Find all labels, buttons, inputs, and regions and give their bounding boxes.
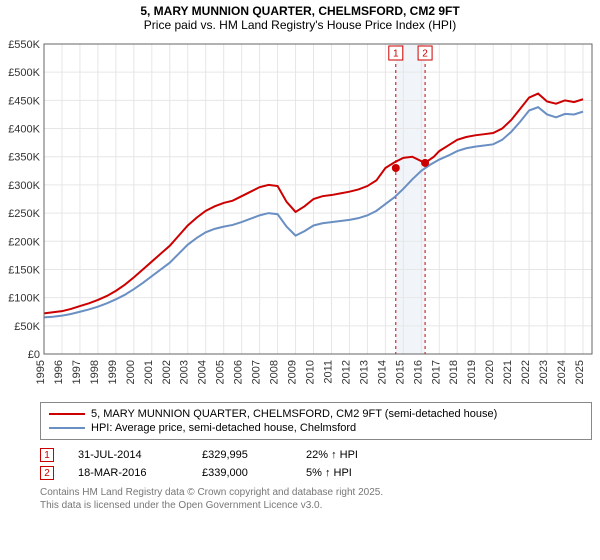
footer: Contains HM Land Registry data © Crown c… bbox=[40, 486, 592, 512]
svg-text:2009: 2009 bbox=[287, 360, 299, 384]
svg-text:£250K: £250K bbox=[8, 208, 40, 220]
legend-label: 5, MARY MUNNION QUARTER, CHELMSFORD, CM2… bbox=[91, 408, 497, 420]
svg-text:2023: 2023 bbox=[538, 360, 550, 384]
chart-subtitle: Price paid vs. HM Land Registry's House … bbox=[0, 18, 600, 36]
svg-text:2025: 2025 bbox=[574, 360, 586, 384]
svg-text:2015: 2015 bbox=[394, 360, 406, 384]
svg-text:£550K: £550K bbox=[8, 39, 40, 51]
sales-row: 2 18-MAR-2016 £339,000 5% ↑ HPI bbox=[40, 464, 592, 482]
svg-text:£350K: £350K bbox=[8, 152, 40, 164]
sale-marker-dot bbox=[392, 164, 400, 172]
svg-text:£400K: £400K bbox=[8, 124, 40, 136]
svg-text:2022: 2022 bbox=[520, 360, 532, 384]
svg-text:£150K: £150K bbox=[8, 264, 40, 276]
footer-line-1: Contains HM Land Registry data © Crown c… bbox=[40, 486, 592, 499]
svg-text:2004: 2004 bbox=[197, 360, 209, 384]
svg-text:1995: 1995 bbox=[35, 360, 47, 384]
svg-text:2: 2 bbox=[422, 49, 428, 60]
svg-text:2013: 2013 bbox=[358, 360, 370, 384]
svg-text:2018: 2018 bbox=[448, 360, 460, 384]
svg-text:2011: 2011 bbox=[322, 360, 334, 384]
svg-text:£200K: £200K bbox=[8, 236, 40, 248]
svg-text:£500K: £500K bbox=[8, 67, 40, 79]
svg-text:£0: £0 bbox=[28, 349, 40, 361]
svg-text:2001: 2001 bbox=[143, 360, 155, 384]
sale-delta: 22% ↑ HPI bbox=[306, 449, 358, 461]
sales-table: 1 31-JUL-2014 £329,995 22% ↑ HPI 2 18-MAR-201… bbox=[40, 446, 592, 482]
svg-text:2014: 2014 bbox=[376, 360, 388, 384]
svg-text:1997: 1997 bbox=[71, 360, 83, 384]
sales-marker: 1 bbox=[40, 448, 54, 462]
svg-text:2021: 2021 bbox=[502, 360, 514, 384]
chart-area: £0 £50K £100K £150K £200K £250K £300K £350K £400… bbox=[0, 36, 600, 396]
svg-text:1999: 1999 bbox=[107, 360, 119, 384]
svg-text:£50K: £50K bbox=[14, 321, 40, 333]
sale-delta: 5% ↑ HPI bbox=[306, 467, 352, 479]
svg-text:2012: 2012 bbox=[340, 360, 352, 384]
sale-price: £339,000 bbox=[202, 467, 282, 479]
line-chart: £0 £50K £100K £150K £200K £250K £300K £350K £400… bbox=[0, 36, 600, 396]
svg-text:2024: 2024 bbox=[556, 360, 568, 384]
svg-text:2017: 2017 bbox=[430, 360, 442, 384]
svg-text:2003: 2003 bbox=[179, 360, 191, 384]
svg-text:2019: 2019 bbox=[466, 360, 478, 384]
svg-text:1996: 1996 bbox=[53, 360, 65, 384]
svg-text:1: 1 bbox=[393, 49, 399, 60]
svg-text:2007: 2007 bbox=[251, 360, 263, 384]
legend-item: 5, MARY MUNNION QUARTER, CHELMSFORD, CM2… bbox=[49, 407, 583, 421]
legend-swatch bbox=[49, 427, 85, 429]
sale-marker-dot bbox=[421, 159, 429, 167]
sale-price: £329,995 bbox=[202, 449, 282, 461]
svg-text:£300K: £300K bbox=[8, 180, 40, 192]
svg-text:2008: 2008 bbox=[269, 360, 281, 384]
svg-text:2005: 2005 bbox=[215, 360, 227, 384]
sales-marker: 2 bbox=[40, 466, 54, 480]
svg-text:2006: 2006 bbox=[233, 360, 245, 384]
legend-item: HPI: Average price, semi-detached house,… bbox=[49, 421, 583, 435]
footer-line-2: This data is licensed under the Open Gov… bbox=[40, 499, 592, 512]
legend-label: HPI: Average price, semi-detached house,… bbox=[91, 422, 356, 434]
sale-date: 31-JUL-2014 bbox=[78, 449, 178, 461]
chart-title: 5, MARY MUNNION QUARTER, CHELMSFORD, CM2… bbox=[0, 0, 600, 18]
svg-text:2010: 2010 bbox=[305, 360, 317, 384]
sale-date: 18-MAR-2016 bbox=[78, 467, 178, 479]
svg-text:£100K: £100K bbox=[8, 293, 40, 305]
svg-text:2020: 2020 bbox=[484, 360, 496, 384]
svg-text:2016: 2016 bbox=[412, 360, 424, 384]
legend: 5, MARY MUNNION QUARTER, CHELMSFORD, CM2… bbox=[40, 402, 592, 440]
svg-text:£450K: £450K bbox=[8, 95, 40, 107]
sales-row: 1 31-JUL-2014 £329,995 22% ↑ HPI bbox=[40, 446, 592, 464]
legend-swatch bbox=[49, 413, 85, 415]
svg-text:1998: 1998 bbox=[89, 360, 101, 384]
svg-text:2000: 2000 bbox=[125, 360, 137, 384]
svg-text:2002: 2002 bbox=[161, 360, 173, 384]
